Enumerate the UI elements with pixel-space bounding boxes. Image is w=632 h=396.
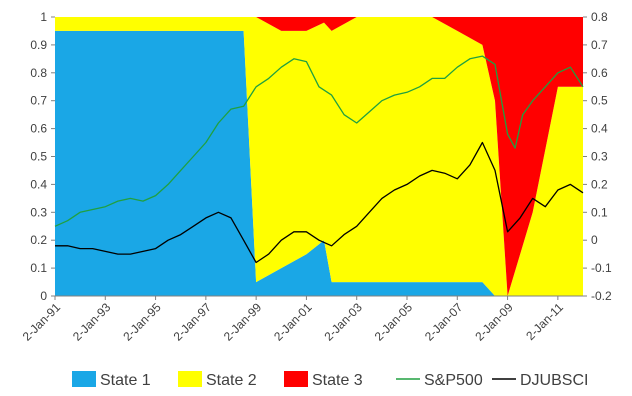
legend-label-s-p500: S&P500 [424, 372, 483, 389]
x-tick-label: 2-Jan-01 [271, 300, 315, 344]
y-left-tick-label: 0.2 [30, 233, 47, 247]
y-left-tick-label: 0.7 [30, 94, 47, 108]
plot-area [54, 17, 584, 297]
y-left-tick-label: 1 [40, 10, 47, 24]
y-right-tick-label: 0.4 [591, 122, 608, 136]
y-right-tick-label: 0.7 [591, 38, 608, 52]
legend-label-state-1: State 1 [100, 372, 151, 389]
y-left-tick-label: 0.8 [30, 66, 47, 80]
x-tick-label: 2-Jan-95 [120, 300, 164, 344]
x-tick-label: 2-Jan-11 [523, 300, 566, 343]
x-tick-label: 2-Jan-93 [70, 300, 114, 344]
legend-swatch-state-1 [72, 371, 96, 387]
y-right-tick-label: 0.6 [591, 66, 608, 80]
y-left-tick-label: 0.9 [30, 38, 47, 52]
y-left-tick-label: 0.6 [30, 122, 47, 136]
x-tick-label: 2-Jan-09 [472, 300, 516, 344]
y-right-tick-label: -0.2 [591, 289, 612, 303]
state-3-area [55, 17, 583, 296]
y-axis-right: -0.2 -0.1 0 0.1 0.2 0.3 0.4 0.5 0.6 0.7 0.8 [583, 10, 612, 303]
x-tick-label: 2-Jan-97 [171, 300, 215, 344]
legend-swatch-state-3 [284, 371, 308, 387]
x-tick-label: 2-Jan-91 [20, 300, 64, 344]
y-axis-left: 0 0.1 0.2 0.3 0.4 0.5 0.6 0.7 0.8 0.9 1 [30, 10, 55, 303]
y-left-tick-label: 0 [40, 289, 47, 303]
y-left-tick-label: 0.4 [30, 177, 47, 191]
y-right-tick-label: 0.5 [591, 94, 608, 108]
y-right-tick-label: 0.8 [591, 10, 608, 24]
y-right-tick-label: 0.2 [591, 177, 608, 191]
state-2-area [55, 17, 583, 296]
y-right-tick-label: 0.1 [591, 205, 608, 219]
legend-swatch-state-2 [178, 371, 202, 387]
x-tick-label: 2-Jan-05 [372, 300, 416, 344]
series-line-s-p500 [54, 55, 584, 227]
legend-label-state-3: State 3 [312, 372, 363, 389]
y-right-tick-label: 0 [591, 233, 598, 247]
x-tick-label: 2-Jan-07 [422, 300, 466, 344]
y-left-tick-label: 0.1 [30, 261, 47, 275]
legend-label-djubsci: DJUBSCI [520, 372, 588, 389]
y-right-tick-label: -0.1 [591, 261, 612, 275]
x-tick-label: 2-Jan-03 [321, 300, 365, 344]
series-line-djubsci [55, 141, 584, 264]
y-left-tick-label: 0.3 [30, 205, 47, 219]
y-left-tick-label: 0.5 [30, 150, 47, 164]
legend: State 1 State 2 State 3 S&P500 DJUBSCI [72, 371, 588, 389]
x-axis: 2-Jan-91 2-Jan-93 2-Jan-95 2-Jan-97 2-Jan-99… [20, 296, 566, 344]
x-tick-label: 2-Jan-99 [221, 300, 265, 344]
legend-label-state-2: State 2 [206, 372, 257, 389]
y-right-tick-label: 0.3 [591, 150, 608, 164]
